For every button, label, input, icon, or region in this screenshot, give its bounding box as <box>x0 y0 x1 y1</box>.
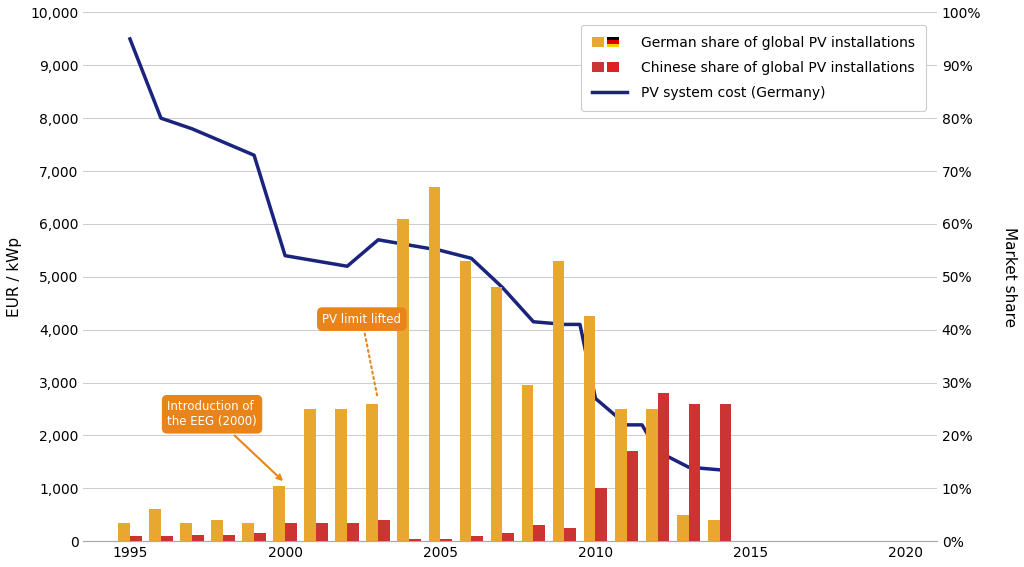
Bar <box>367 404 378 541</box>
Y-axis label: EUR / kWp: EUR / kWp <box>7 237 22 317</box>
Bar <box>471 536 483 541</box>
Bar <box>211 520 223 541</box>
Bar <box>243 523 254 541</box>
Bar <box>490 287 503 541</box>
Legend: German share of global PV installations, Chinese share of global PV installation: German share of global PV installations,… <box>581 25 926 111</box>
Bar <box>347 523 359 541</box>
Bar <box>553 261 564 541</box>
Bar <box>316 523 328 541</box>
Bar <box>428 187 440 541</box>
Bar <box>708 520 720 541</box>
Bar <box>720 404 731 541</box>
Bar <box>534 526 545 541</box>
Text: PV limit lifted: PV limit lifted <box>323 312 401 399</box>
Bar <box>193 535 204 541</box>
Bar <box>688 404 700 541</box>
Bar <box>503 533 514 541</box>
Bar <box>180 523 193 541</box>
Bar <box>564 528 577 541</box>
Bar <box>410 539 421 541</box>
Bar <box>646 409 657 541</box>
Bar <box>378 520 390 541</box>
Bar <box>285 523 297 541</box>
Bar <box>304 409 316 541</box>
Bar <box>627 451 638 541</box>
Y-axis label: Market share: Market share <box>1002 227 1017 327</box>
Bar <box>460 261 471 541</box>
Bar <box>584 316 596 541</box>
Bar <box>397 219 410 541</box>
Bar <box>254 533 266 541</box>
Text: Introduction of
the EEG (2000): Introduction of the EEG (2000) <box>167 400 282 480</box>
Bar <box>150 510 161 541</box>
Bar <box>596 488 607 541</box>
Bar <box>223 535 234 541</box>
Bar <box>130 536 141 541</box>
Bar <box>677 515 688 541</box>
Bar <box>440 539 452 541</box>
Bar <box>118 523 130 541</box>
Bar <box>521 385 534 541</box>
Bar <box>161 536 173 541</box>
Bar <box>336 409 347 541</box>
Bar <box>614 409 627 541</box>
Bar <box>657 393 670 541</box>
Bar <box>273 486 285 541</box>
